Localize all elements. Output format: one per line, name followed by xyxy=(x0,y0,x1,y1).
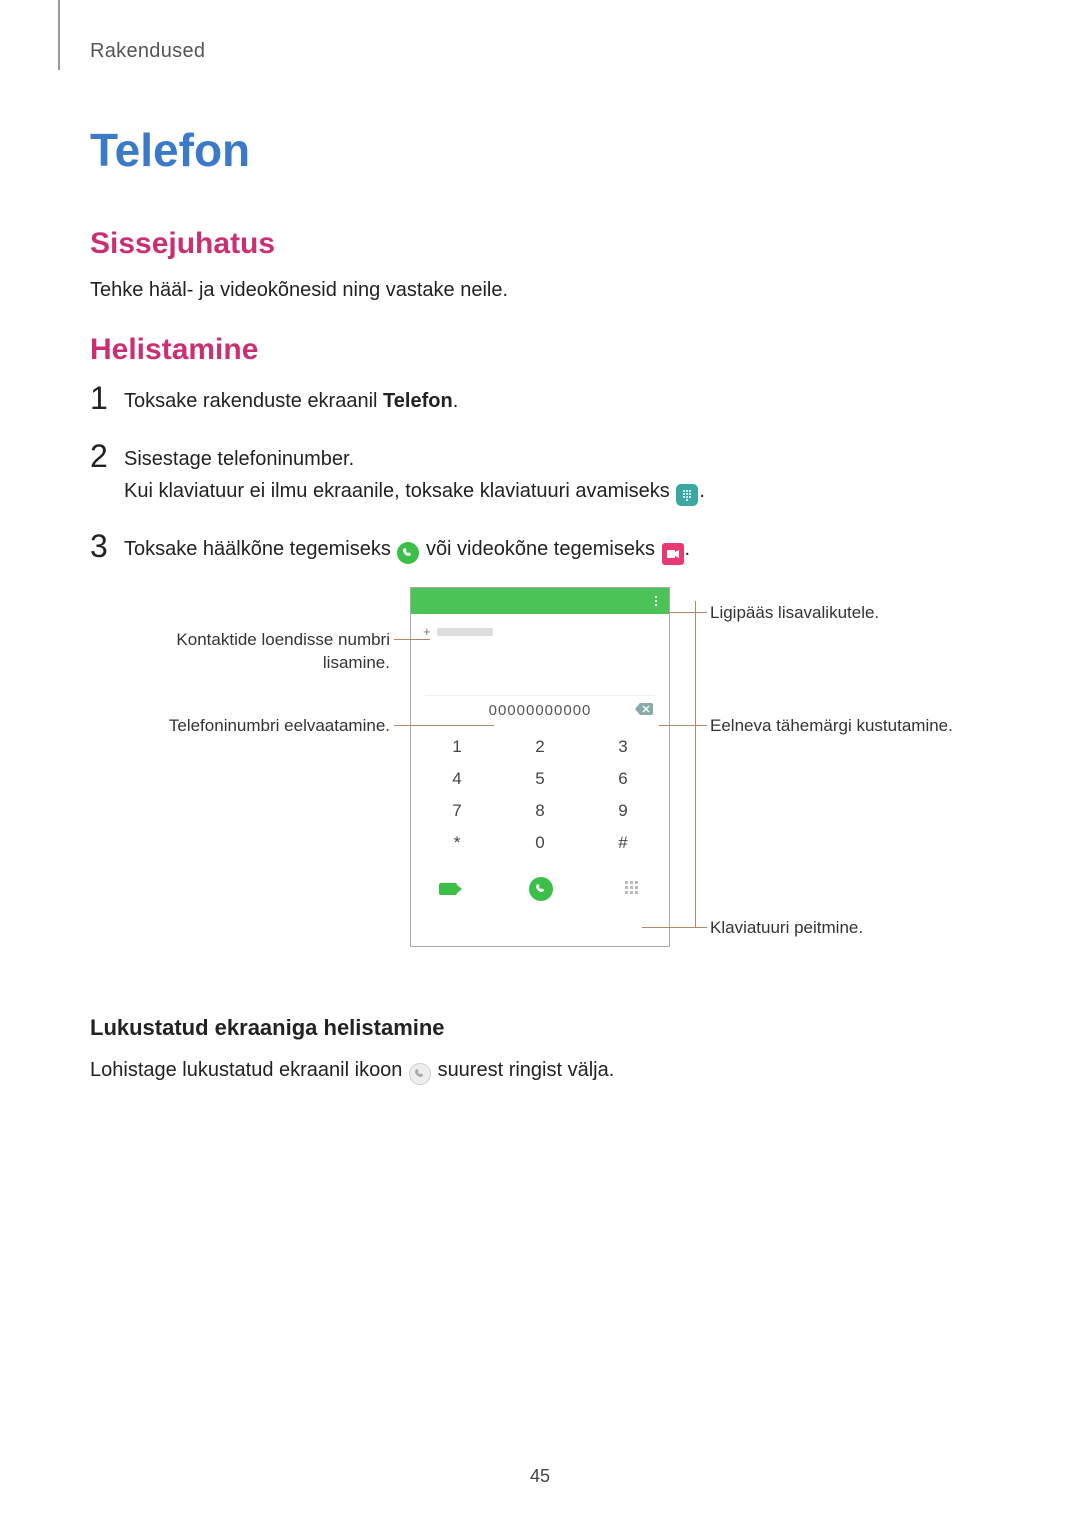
number-display: 00000000000 xyxy=(489,702,592,719)
key-star: * xyxy=(429,833,485,859)
section-calling-heading: Helistamine xyxy=(90,333,990,367)
callout-hide-keypad: Klaviatuuri peitmine. xyxy=(710,917,970,940)
key-5: 5 xyxy=(512,769,568,795)
keypad: 1 2 3 4 5 6 7 8 9 * 0 # xyxy=(411,737,669,873)
callout-preview: Telefoninumbri eelvaatamine. xyxy=(110,715,390,738)
dialer-diagram: + 00000000000 1 2 3 4 5 6 xyxy=(90,587,990,987)
call-button-icon xyxy=(529,877,553,901)
key-6: 6 xyxy=(595,769,651,795)
action-row xyxy=(411,873,669,911)
backspace-icon xyxy=(635,702,653,720)
leader-line xyxy=(394,725,494,726)
key-4: 4 xyxy=(429,769,485,795)
step3-pre: Toksake häälkõne tegemiseks xyxy=(124,538,396,560)
step-body: Sisestage telefoninumber. Kui klaviatuur… xyxy=(124,439,705,507)
step-bold: Telefon xyxy=(383,390,453,412)
step-number: 2 xyxy=(90,439,124,474)
step-line1: Sisestage telefoninumber. xyxy=(124,443,705,475)
step-1: 1 Toksake rakenduste ekraanil Telefon. xyxy=(90,381,990,417)
intro-text: Tehke hääl- ja videokõnesid ning vastake… xyxy=(90,275,990,305)
phone-lock-icon xyxy=(409,1063,431,1085)
phone-statusbar xyxy=(411,588,669,614)
section-intro-heading: Sissejuhatus xyxy=(90,227,990,261)
video-call-button-icon xyxy=(439,883,457,895)
key-8: 8 xyxy=(512,801,568,827)
subsection-text: Lohistage lukustatud ekraanil ikoon suur… xyxy=(90,1055,990,1085)
step-line2-post: . xyxy=(699,480,705,502)
step-line2: Kui klaviatuur ei ilmu ekraanile, toksak… xyxy=(124,475,705,507)
leader-line xyxy=(659,725,707,726)
key-1: 1 xyxy=(429,737,485,763)
key-7: 7 xyxy=(429,801,485,827)
step-3: 3 Toksake häälkõne tegemiseks või videok… xyxy=(90,529,990,565)
callout-more: Ligipääs lisavalikutele. xyxy=(710,602,970,625)
step-body: Toksake häälkõne tegemiseks või videokõn… xyxy=(124,529,690,565)
leader-line xyxy=(394,639,430,640)
keypad-row: 4 5 6 xyxy=(429,769,651,795)
key-0: 0 xyxy=(512,833,568,859)
step-text: Toksake rakenduste ekraanil xyxy=(124,390,383,412)
key-3: 3 xyxy=(595,737,651,763)
key-hash: # xyxy=(595,833,651,859)
callout-add-contact: Kontaktide loendisse numbri lisamine. xyxy=(110,629,390,675)
subsection-heading: Lukustatud ekraaniga helistamine xyxy=(90,1015,990,1041)
key-9: 9 xyxy=(595,801,651,827)
page-number: 45 xyxy=(0,1466,1080,1487)
subsection-post: suurest ringist välja. xyxy=(438,1059,615,1081)
more-icon xyxy=(649,594,663,608)
step-line2-pre: Kui klaviatuur ei ilmu ekraanile, toksak… xyxy=(124,480,675,502)
step-2: 2 Sisestage telefoninumber. Kui klaviatu… xyxy=(90,439,990,507)
subsection-pre: Lohistage lukustatud ekraanil ikoon xyxy=(90,1059,408,1081)
step3-mid: või videokõne tegemiseks xyxy=(426,538,661,560)
step3-post: . xyxy=(685,538,691,560)
call-icon xyxy=(397,542,419,564)
leader-line xyxy=(642,927,707,928)
step-number: 3 xyxy=(90,529,124,564)
keypad-row: 1 2 3 xyxy=(429,737,651,763)
keypad-row: 7 8 9 xyxy=(429,801,651,827)
add-to-contacts-row: + xyxy=(411,614,669,649)
plus-icon: + xyxy=(423,624,431,639)
video-call-icon xyxy=(662,543,684,565)
spacer xyxy=(411,649,669,695)
leader-line xyxy=(665,612,707,613)
phone-mock: + 00000000000 1 2 3 4 5 6 xyxy=(410,587,670,947)
breadcrumb: Rakendused xyxy=(90,40,990,63)
key-2: 2 xyxy=(512,737,568,763)
steps-list: 1 Toksake rakenduste ekraanil Telefon. 2… xyxy=(90,381,990,565)
step-body: Toksake rakenduste ekraanil Telefon. xyxy=(124,381,458,417)
hide-keypad-icon xyxy=(625,881,641,897)
step-number: 1 xyxy=(90,381,124,416)
keypad-icon xyxy=(676,484,698,506)
blurred-label xyxy=(437,628,493,636)
top-margin-rule xyxy=(58,0,60,70)
step-text-post: . xyxy=(453,390,459,412)
page-title: Telefon xyxy=(90,123,990,177)
callout-backspace: Eelneva tähemärgi kustutamine. xyxy=(710,715,970,738)
keypad-row: * 0 # xyxy=(429,833,651,859)
leader-line-vertical xyxy=(695,612,696,927)
